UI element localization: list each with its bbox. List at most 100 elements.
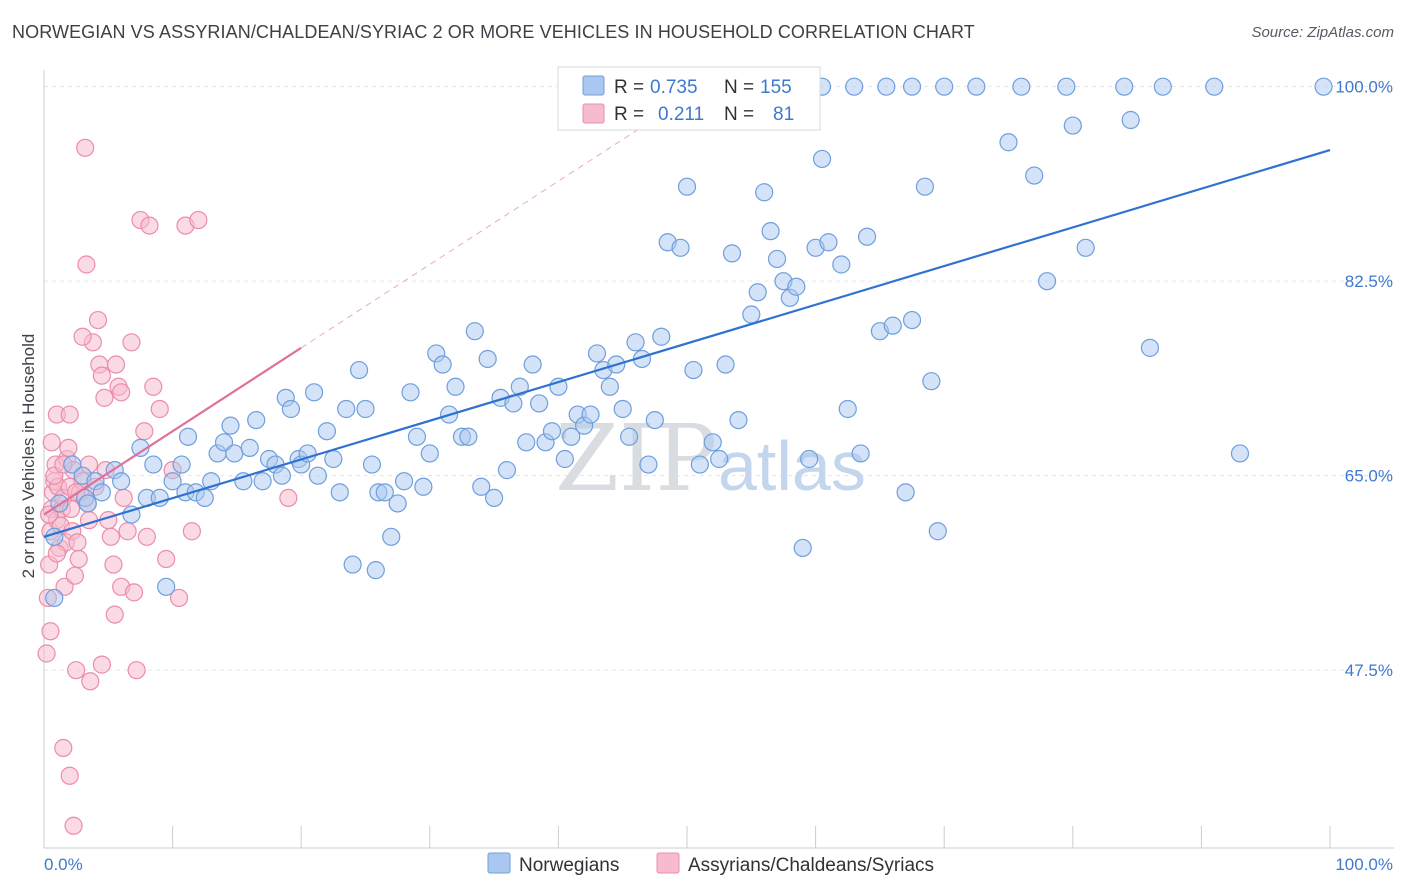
data-point-norwegians [1012, 77, 1031, 96]
data-point-norwegians [407, 427, 427, 446]
legend-r-value-1: 0.735 [650, 77, 698, 98]
data-point-norwegians [620, 427, 639, 446]
legend-swatch-assyrians [582, 103, 605, 124]
data-point-norwegians [157, 577, 176, 596]
bottom-legend-label-assyrians: Assyrians/Chaldeans/Syriacs [688, 855, 934, 876]
data-point-norwegians [388, 494, 407, 513]
chart-title: NORWEGIAN VS ASSYRIAN/CHALDEAN/SYRIAC 2 … [12, 22, 975, 42]
data-point-norwegians [382, 527, 401, 546]
data-point-assyrians [135, 422, 154, 441]
data-point-assyrians [95, 388, 114, 407]
data-point-assyrians [88, 310, 108, 330]
data-point-norwegians [761, 222, 780, 241]
data-point-norwegians [240, 438, 259, 457]
data-point-assyrians [279, 488, 298, 507]
data-point-norwegians [1037, 272, 1057, 291]
x-tick-label: 100.0% [1335, 855, 1393, 874]
series-norwegians [45, 77, 1333, 608]
data-point-norwegians [1205, 77, 1224, 96]
data-point-norwegians [1153, 77, 1172, 96]
y-tick-labels: 47.5% 65.0% 82.5% 100.0% [1335, 78, 1393, 681]
data-point-assyrians [67, 661, 86, 680]
data-point-assyrians [41, 622, 60, 641]
data-point-assyrians [59, 438, 78, 457]
data-point-norwegians [819, 233, 838, 252]
data-point-norwegians [767, 249, 787, 269]
data-point-norwegians [851, 444, 870, 463]
data-point-norwegians [478, 349, 497, 369]
trend-line-assyrians [43, 346, 302, 516]
data-point-assyrians [169, 588, 189, 608]
data-point-assyrians [112, 383, 131, 402]
data-point-norwegians [716, 355, 735, 374]
data-point-norwegians [1063, 116, 1082, 135]
data-point-norwegians [652, 327, 671, 346]
data-point-norwegians [562, 427, 581, 446]
x-tick-labels: 0.0% 100.0% [44, 855, 1393, 874]
data-point-norwegians [883, 316, 902, 335]
data-point-norwegians [600, 377, 619, 396]
data-point-norwegians [497, 461, 517, 480]
data-point-norwegians [163, 472, 182, 491]
data-point-norwegians [308, 466, 328, 485]
data-point-assyrians [65, 566, 84, 585]
data-point-norwegians [838, 399, 857, 419]
legend-n-label-1: N = [724, 77, 754, 98]
data-point-norwegians [446, 377, 465, 396]
data-point-norwegians [755, 183, 774, 202]
data-point-norwegians [349, 360, 369, 380]
data-point-assyrians [127, 661, 146, 680]
data-point-norwegians [343, 555, 362, 574]
data-point-norwegians [112, 472, 131, 491]
data-point-norwegians [465, 322, 484, 341]
legend-r-value-2: 0.211 [658, 104, 704, 125]
data-point-norwegians [253, 472, 272, 491]
data-point-assyrians [92, 366, 111, 385]
legend-n-value-2: 81 [773, 104, 794, 125]
data-point-norwegians [935, 77, 954, 96]
data-point-norwegians [317, 422, 337, 441]
data-point-norwegians [45, 588, 64, 608]
bottom-legend-swatch-norwegians [487, 852, 511, 874]
data-point-norwegians [356, 399, 375, 419]
data-point-norwegians [1230, 444, 1250, 463]
data-point-assyrians [60, 405, 79, 424]
data-point-norwegians [178, 427, 198, 446]
data-point-norwegians [613, 399, 632, 419]
data-point-assyrians [105, 605, 124, 624]
data-point-norwegians [1314, 77, 1333, 96]
data-point-norwegians [671, 238, 690, 257]
data-point-norwegians [787, 277, 806, 296]
data-point-assyrians [101, 527, 120, 546]
data-point-assyrians [137, 527, 156, 546]
data-point-norwegians [922, 372, 941, 391]
data-point-norwegians [433, 355, 452, 374]
bottom-legend: Norwegians Assyrians/Chaldeans/Syriacs [487, 852, 934, 876]
data-point-assyrians [40, 505, 59, 524]
legend-n-value-1: 155 [760, 77, 792, 98]
data-point-norwegians [63, 455, 82, 474]
data-point-norwegians [221, 416, 240, 435]
y-tick-label: 47.5% [1345, 661, 1393, 680]
data-point-norwegians [639, 455, 658, 474]
data-point-norwegians [144, 455, 163, 474]
data-point-norwegians [1076, 238, 1095, 257]
data-point-assyrians [73, 327, 92, 346]
data-point-assyrians [42, 433, 61, 452]
data-point-norwegians [530, 394, 549, 413]
data-point-norwegians [172, 455, 191, 474]
data-point-norwegians [414, 477, 433, 496]
watermark-atlas: atlas [718, 427, 866, 505]
data-point-norwegians [214, 433, 234, 452]
data-point-norwegians [845, 77, 864, 96]
legend-r-label-2: R = [614, 104, 644, 125]
data-point-assyrians [64, 816, 83, 835]
data-point-norwegians [1025, 166, 1044, 185]
data-point-assyrians [140, 216, 159, 235]
bottom-legend-swatch-assyrians [656, 852, 680, 874]
data-point-norwegians [247, 411, 266, 430]
data-point-assyrians [37, 644, 56, 663]
data-point-norwegians [729, 411, 748, 430]
data-point-norwegians [304, 383, 324, 402]
